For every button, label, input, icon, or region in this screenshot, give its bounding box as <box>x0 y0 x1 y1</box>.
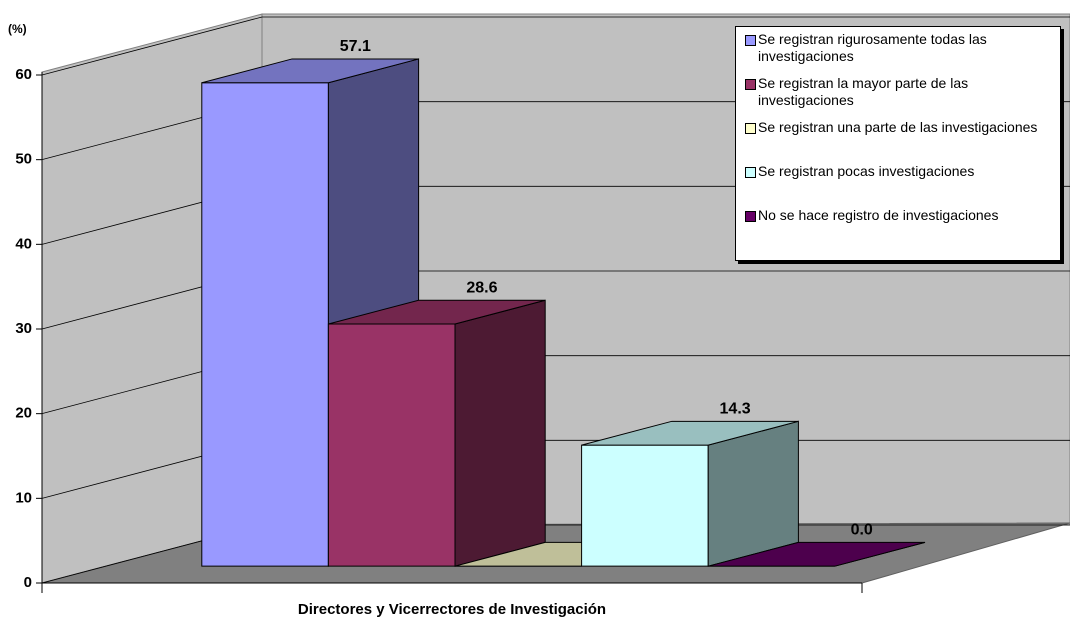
legend-item: No se hace registro de investigaciones <box>745 207 1052 245</box>
legend-label: No se hace registro de investigaciones <box>758 207 999 223</box>
y-axis-label: (%) <box>8 22 27 36</box>
y-tick-label: 60 <box>15 66 32 83</box>
data-label: 28.6 <box>466 279 497 296</box>
legend-label: Se registran rigurosamente todas las inv… <box>758 31 987 64</box>
legend-label: Se registran pocas investigaciones <box>758 163 975 179</box>
bar-side <box>707 420 799 567</box>
data-label: 14.3 <box>720 401 751 418</box>
legend-item: Se registran una parte de las investigac… <box>745 119 1052 157</box>
legend-label: Se registran una parte de las investigac… <box>758 119 1038 135</box>
x-tick-label: Directores y Vicerrectores de Investigac… <box>298 601 606 618</box>
y-tick-label: 30 <box>15 320 32 337</box>
legend-label: Se registran la mayor parte de las inves… <box>758 75 969 108</box>
legend-item: Se registran rigurosamente todas las inv… <box>745 31 1052 69</box>
legend-swatch <box>745 123 756 134</box>
legend: Se registran rigurosamente todas las inv… <box>735 26 1061 261</box>
y-tick-label: 0 <box>24 574 32 591</box>
data-label: 0.0 <box>851 522 873 539</box>
legend-item: Se registran pocas investigaciones <box>745 163 1052 201</box>
grid-line <box>41 16 263 76</box>
bar-top <box>708 541 926 567</box>
legend-item: Se registran la mayor parte de las inves… <box>745 75 1052 113</box>
y-tick-label: 50 <box>15 151 32 168</box>
bar-front <box>581 444 709 567</box>
y-tick-label: 10 <box>15 489 32 506</box>
data-label: 57.1 <box>340 38 371 55</box>
legend-swatch <box>745 35 756 46</box>
bar-side <box>454 299 546 567</box>
bar-top <box>328 299 546 325</box>
legend-swatch <box>745 211 756 222</box>
bar-front <box>201 82 329 567</box>
bar-top <box>581 420 799 446</box>
y-tick-label: 40 <box>15 235 32 252</box>
legend-swatch <box>745 79 756 90</box>
bar-top <box>201 58 419 84</box>
y-tick-label: 20 <box>15 405 32 422</box>
legend-swatch <box>745 167 756 178</box>
bar-front <box>327 323 456 567</box>
